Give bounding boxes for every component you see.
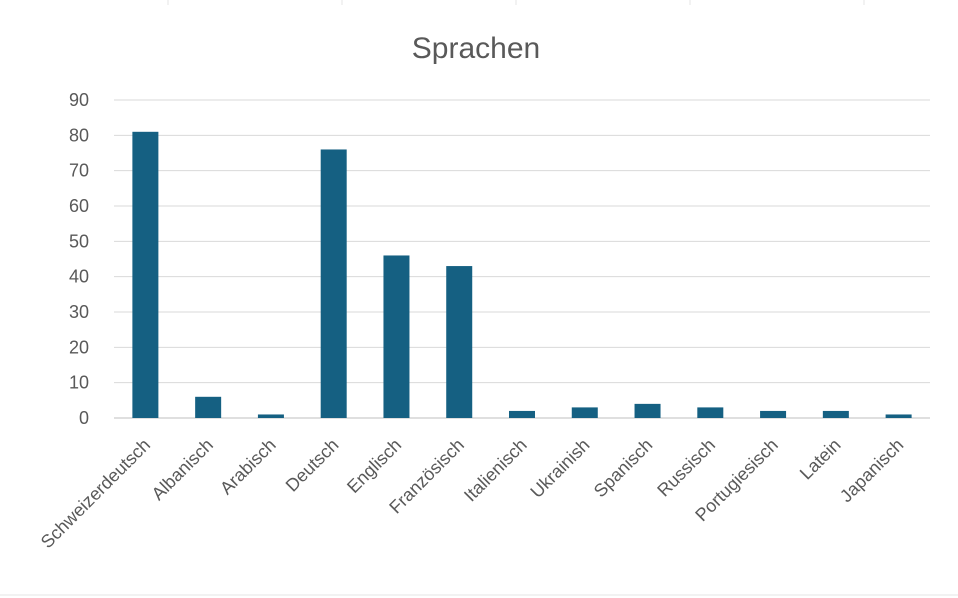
bar xyxy=(760,410,787,418)
y-tick-label: 0 xyxy=(79,408,89,428)
y-tick-label: 80 xyxy=(69,125,89,145)
bar-series xyxy=(132,131,912,419)
bar xyxy=(257,414,284,418)
y-tick-label: 90 xyxy=(69,90,89,110)
chart-title: Sprachen xyxy=(412,32,540,65)
bar xyxy=(634,403,661,418)
x-tick-label: Russisch xyxy=(653,435,719,501)
x-tick-label: Schweizerdeutsch xyxy=(37,435,154,552)
x-tick-label: Italienisch xyxy=(460,435,531,506)
x-tick-label: Albanisch xyxy=(148,435,217,504)
x-tick-label: Ukrainish xyxy=(526,435,593,502)
y-tick-label: 70 xyxy=(69,161,89,181)
x-tick-label: Spanisch xyxy=(590,435,657,502)
bar xyxy=(509,410,535,418)
x-tick-label: Deutsch xyxy=(282,435,343,496)
y-tick-label: 60 xyxy=(69,196,89,216)
x-tick-label: Latein xyxy=(796,435,845,484)
bar xyxy=(822,410,849,418)
bar xyxy=(132,131,159,419)
bar xyxy=(195,396,222,418)
bar xyxy=(885,414,912,418)
x-tick-label: Japanisch xyxy=(836,435,907,506)
y-tick-label: 50 xyxy=(69,231,89,251)
y-tick-label: 20 xyxy=(69,337,89,357)
bar xyxy=(571,407,598,418)
bar xyxy=(383,255,410,418)
x-tick-label: Arabisch xyxy=(216,435,280,499)
y-tick-label: 10 xyxy=(69,373,89,393)
y-axis-tick-labels: 0 10 20 30 40 50 60 70 80 90 xyxy=(69,90,89,428)
y-gridlines xyxy=(114,99,930,419)
bar xyxy=(446,266,473,418)
y-tick-label: 40 xyxy=(69,267,89,287)
bar xyxy=(320,149,347,418)
bar xyxy=(697,407,724,418)
x-tick-label: Englisch xyxy=(343,435,405,497)
y-tick-label: 30 xyxy=(69,302,89,322)
